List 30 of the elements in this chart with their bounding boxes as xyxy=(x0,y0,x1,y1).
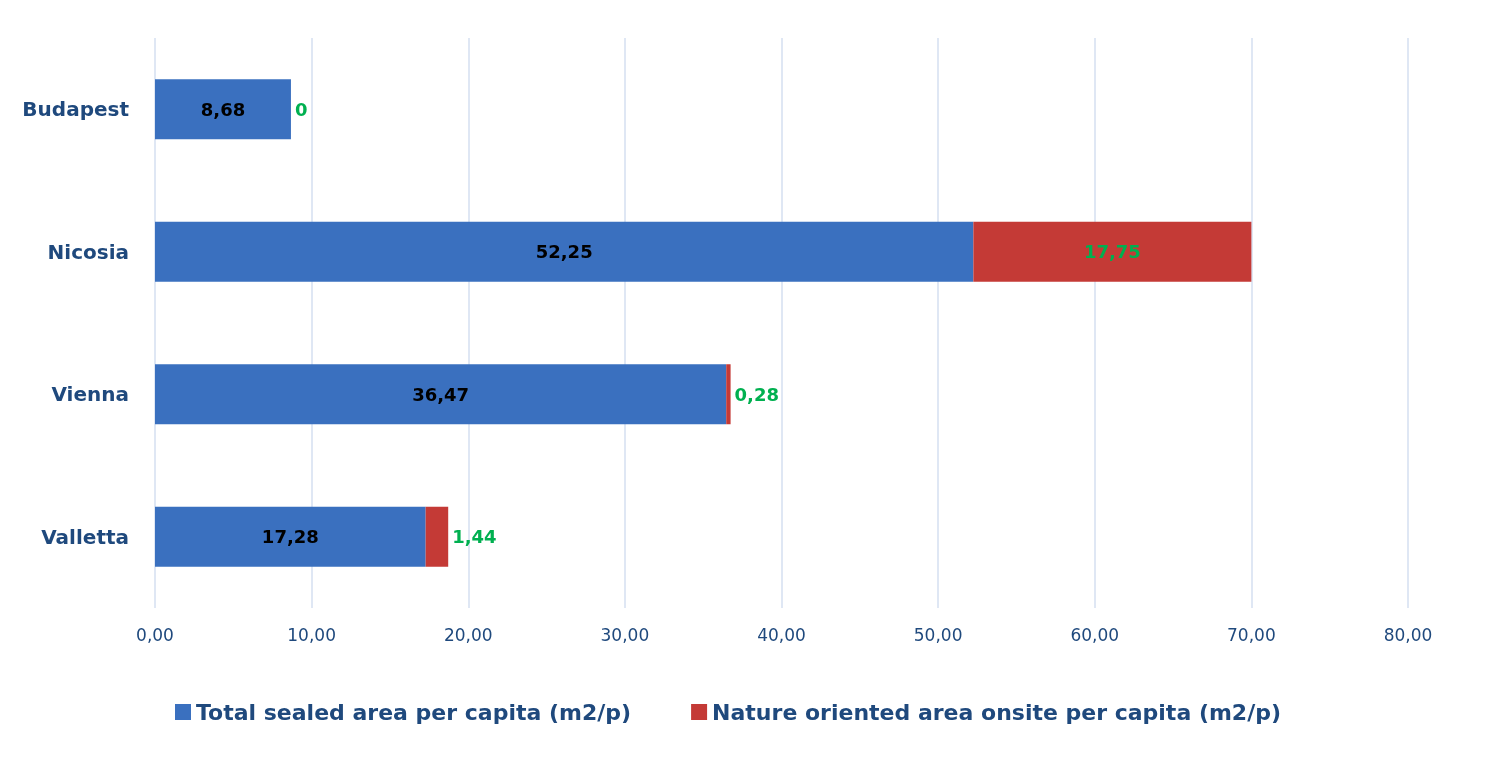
data-label: 1,44 xyxy=(452,526,497,548)
bar xyxy=(973,221,1252,282)
bar xyxy=(155,79,291,140)
x-tick-label: 50,00 xyxy=(913,624,963,645)
bar xyxy=(155,364,727,425)
y-tick-label: Nicosia xyxy=(47,239,129,264)
x-tick-label: 20,00 xyxy=(443,624,493,645)
x-tick-label: 30,00 xyxy=(600,624,650,645)
x-tick-label: 70,00 xyxy=(1227,624,1276,645)
legend-label: Total sealed area per capita (m2/p) xyxy=(195,699,632,725)
bar xyxy=(155,221,974,282)
x-tick-label: 10,00 xyxy=(287,624,336,645)
data-label: 17,28 xyxy=(261,526,319,548)
data-label: 0 xyxy=(294,98,308,120)
data-label: 36,47 xyxy=(412,383,470,405)
y-tick-label: Vienna xyxy=(51,382,129,407)
data-label: 8,68 xyxy=(200,98,246,120)
bar xyxy=(726,364,731,425)
data-label: 52,25 xyxy=(535,241,593,263)
y-tick-label: Valletta xyxy=(41,524,129,549)
legend-label: Nature oriented area onsite per capita (m2/p) xyxy=(712,699,1282,725)
bar xyxy=(425,506,449,567)
y-tick-label: Budapest xyxy=(22,97,130,122)
bar xyxy=(155,506,426,567)
data-label: 17,75 xyxy=(1083,241,1141,263)
x-tick-label: 80,00 xyxy=(1383,624,1433,645)
x-tick-label: 40,00 xyxy=(757,624,806,645)
data-label: 0,28 xyxy=(734,383,780,405)
x-tick-label: 60,00 xyxy=(1070,624,1120,645)
x-tick-label: 0,00 xyxy=(136,624,174,645)
